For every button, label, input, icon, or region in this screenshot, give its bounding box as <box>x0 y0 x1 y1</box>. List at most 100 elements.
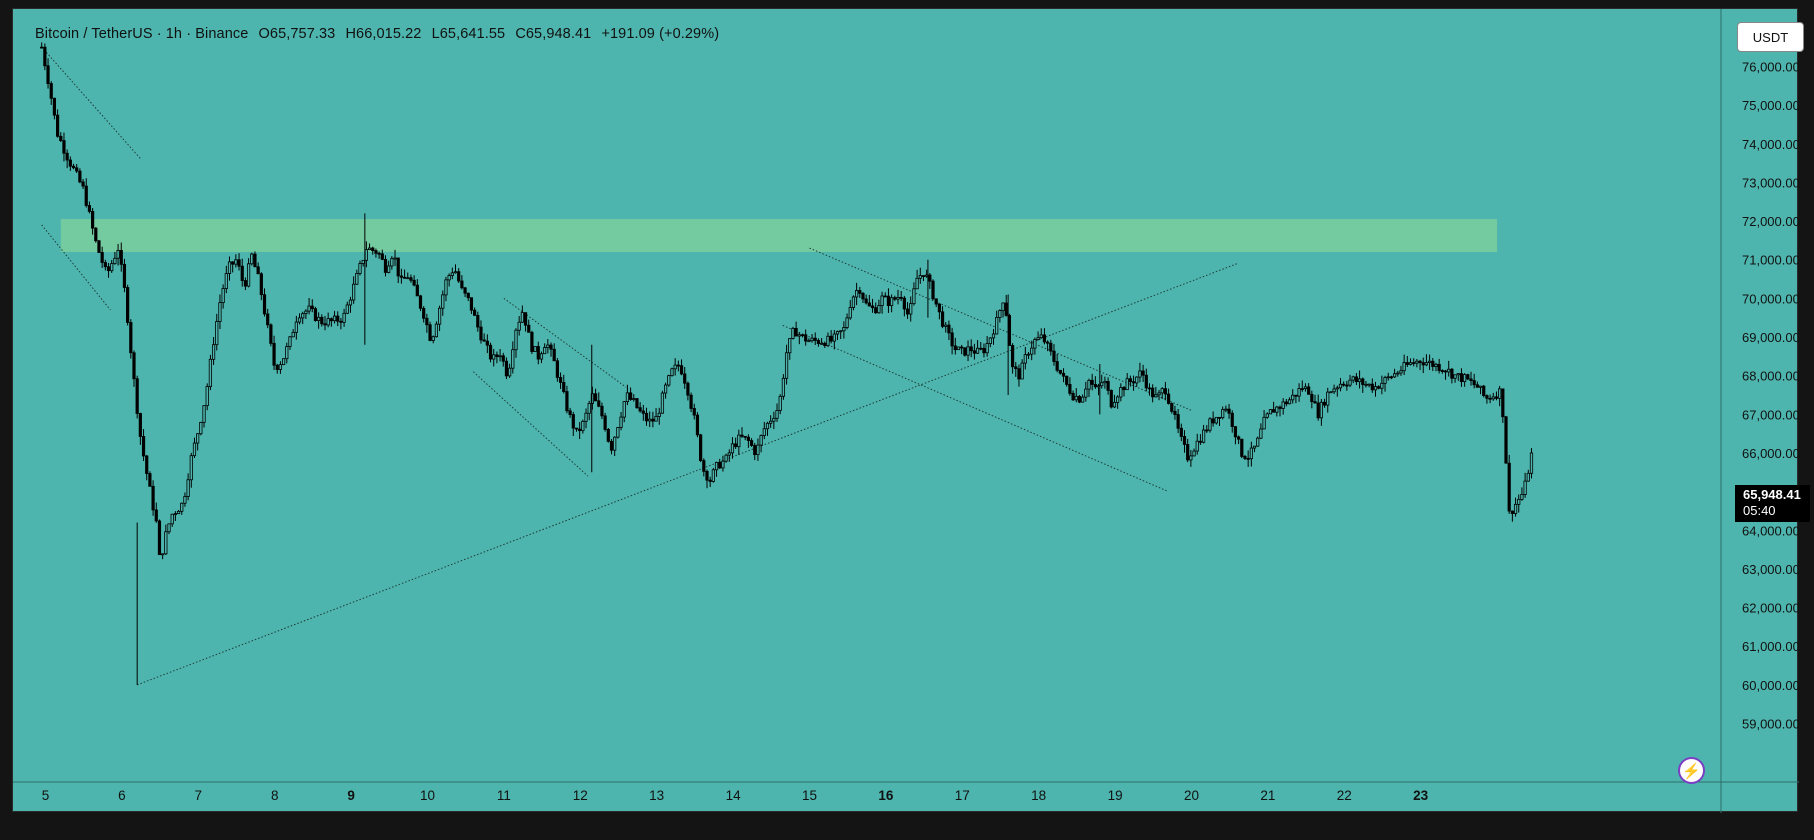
candle-body <box>673 364 677 370</box>
candle-body <box>778 395 782 411</box>
candle-body <box>972 350 976 354</box>
candle-body <box>1214 416 1218 424</box>
candle-body <box>1431 360 1435 367</box>
candle-body <box>336 315 340 322</box>
trendline <box>41 46 142 160</box>
candle-body <box>842 327 846 332</box>
candle-body <box>1396 372 1400 375</box>
bar-countdown: 05:40 <box>1743 503 1776 518</box>
candle-body <box>441 294 445 309</box>
candle-body <box>87 205 92 212</box>
candle-body <box>988 337 992 344</box>
candle-body <box>909 303 913 315</box>
candle-body <box>186 479 190 497</box>
candle-body <box>1463 374 1467 383</box>
candle-body <box>660 392 665 414</box>
chart-panel[interactable]: 59,000.00 60,000.00 61,000.00 62,000.00 63,0… <box>12 8 1810 813</box>
candle-body <box>1440 370 1444 372</box>
candle-body <box>246 263 251 287</box>
candle-body <box>1252 445 1257 449</box>
flash-icon[interactable]: ⚡ <box>1678 757 1705 784</box>
x-tick-label: 14 <box>726 788 742 803</box>
candle-body <box>132 352 136 380</box>
candle-body <box>816 340 821 344</box>
candle-body <box>902 297 906 310</box>
candle-body <box>482 339 486 342</box>
candle-body <box>1443 370 1448 373</box>
candle-body <box>1106 380 1110 391</box>
candle-body <box>508 367 512 377</box>
candle-body <box>587 402 591 414</box>
candle-body <box>1243 456 1247 459</box>
candle-body <box>1065 375 1069 385</box>
x-tick-label: 22 <box>1337 788 1352 803</box>
candle-body <box>1125 378 1129 391</box>
candle-body <box>355 273 359 285</box>
candle-body <box>1052 350 1056 362</box>
candle-body <box>905 308 910 315</box>
candle-body <box>839 330 843 333</box>
candle-body <box>734 443 738 448</box>
candle-body <box>469 297 474 311</box>
candle-body <box>689 394 693 409</box>
y-tick-label: 75,000.00 <box>1742 98 1799 113</box>
candle-body <box>762 428 766 436</box>
x-tick-label: 19 <box>1108 788 1123 803</box>
candle-body <box>533 346 537 352</box>
candle-body <box>170 513 174 525</box>
candle-body <box>1357 378 1362 383</box>
candle-body <box>944 324 948 327</box>
candle-body <box>1485 395 1489 399</box>
candle-body <box>769 420 773 424</box>
candle-body <box>1459 373 1464 383</box>
candle-body <box>1294 394 1298 397</box>
candle-body <box>804 334 808 342</box>
candle-body <box>157 520 162 556</box>
candle-body <box>320 316 324 325</box>
candle-body <box>1109 389 1113 408</box>
candle-body <box>800 334 805 337</box>
candle-body <box>549 344 553 350</box>
y-tick-label: 72,000.00 <box>1742 214 1799 229</box>
candle-body <box>231 261 235 265</box>
candle-body <box>950 332 954 347</box>
candle-body <box>966 346 970 356</box>
candle-body <box>374 250 378 254</box>
candle-body <box>1386 376 1390 379</box>
trendline <box>809 247 1192 411</box>
candle-body <box>867 302 871 307</box>
candle-body <box>835 331 840 335</box>
currency-button[interactable]: USDT <box>1737 22 1804 52</box>
candle-body <box>1297 388 1301 397</box>
candle-body <box>1077 395 1082 403</box>
candle-body <box>1039 334 1043 339</box>
candle-body <box>613 436 617 451</box>
candle-body <box>727 452 731 456</box>
y-tick-label: 76,000.00 <box>1742 59 1799 74</box>
candle-body <box>718 461 722 469</box>
candle-body <box>199 421 203 435</box>
candle-body <box>606 429 610 442</box>
candle-body <box>173 513 177 516</box>
candle-body <box>743 435 747 438</box>
candle-body <box>635 398 639 409</box>
x-tick-label: 18 <box>1031 788 1046 803</box>
candle-body <box>1523 480 1527 495</box>
candle-body <box>100 252 104 263</box>
candlestick-chart[interactable]: 59,000.00 60,000.00 61,000.00 62,000.00 63,0… <box>13 9 1799 813</box>
candle-body <box>628 392 633 400</box>
candle-body <box>431 336 435 341</box>
x-tick-label: 15 <box>802 788 817 803</box>
candle-body <box>1163 388 1167 395</box>
candle-body <box>106 266 111 272</box>
candle-body <box>406 277 410 280</box>
candle-body <box>1230 412 1234 427</box>
symbol-label[interactable]: Bitcoin / TetherUS · 1h · Binance <box>35 26 249 42</box>
candle-body <box>1335 387 1339 390</box>
candle-body <box>393 257 397 260</box>
candle-body <box>1287 399 1292 405</box>
candle-body <box>1141 370 1145 376</box>
candle-body <box>211 344 216 360</box>
candle-body <box>412 279 416 286</box>
candle-body <box>1291 394 1295 401</box>
